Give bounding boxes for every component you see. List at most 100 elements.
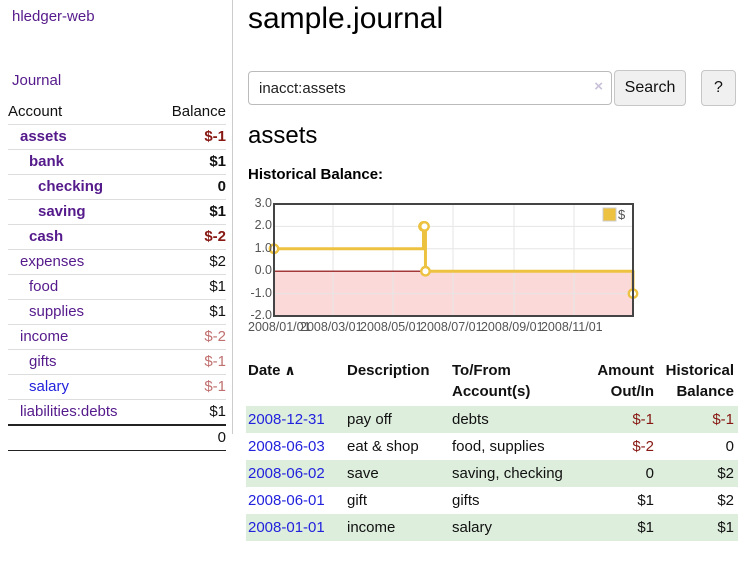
register-description-cell: gift [347, 492, 368, 509]
sidebar-account-link[interactable]: gifts [29, 353, 57, 370]
data-point-marker [420, 265, 431, 277]
main-content: sample.journal × Search ? assets Histori… [246, 0, 742, 582]
x-axis-tick-label: 2008/07/01 [420, 320, 483, 334]
sidebar-account-link[interactable]: expenses [20, 253, 85, 270]
register-description-cell: save [345, 460, 450, 487]
x-axis-tick-label: 2008/11/01 [540, 320, 603, 334]
account-balance: $1 [153, 274, 226, 300]
clear-search-icon[interactable]: × [594, 78, 603, 95]
account-column-header: Account [8, 100, 154, 125]
register-balance-cell: $-1 [658, 406, 738, 433]
register-date-link[interactable]: 2008-01-01 [248, 519, 325, 536]
x-axis-tick-label: 2008/05/01 [360, 320, 423, 334]
x-axis-tick-label: 2008/03/01 [300, 320, 363, 334]
account-balance: $-2 [153, 324, 226, 350]
search-input[interactable] [248, 71, 612, 105]
sidebar-account-link[interactable]: checking [38, 178, 104, 195]
register-accounts-cell: debts [450, 406, 578, 433]
nav-journal-link[interactable]: Journal [12, 72, 62, 89]
help-button[interactable]: ? [701, 70, 736, 106]
register-row: 2008-06-01 gift gifts $1 $2 [246, 487, 738, 514]
sidebar-account-link[interactable]: saving [38, 203, 86, 220]
search-button[interactable]: Search [614, 70, 686, 106]
register-balance-cell: $1 [658, 514, 738, 541]
account-balance: $-1 [153, 124, 226, 150]
y-axis-tick-label: 3.0 [254, 196, 272, 210]
account-row: income $-2 [8, 324, 226, 350]
register-accounts-cell: salary [450, 514, 578, 541]
register-row: 2008-06-03 eat & shop food, supplies $-2 0 [246, 433, 738, 460]
y-axis-tick-label: 1.0 [254, 240, 272, 255]
sidebar-account-link[interactable]: supplies [29, 303, 85, 320]
register-date-cell: 2008-06-03 [246, 433, 345, 460]
sidebar-account-link[interactable]: income [20, 328, 69, 345]
account-balance: $1 [153, 399, 226, 426]
account-row: assets $-1 [8, 124, 226, 150]
register-column-header[interactable]: Date ∧ [248, 362, 296, 379]
register-date-cell: 2008-06-02 [246, 460, 345, 487]
account-row: cash $-2 [8, 224, 226, 250]
account-balance: $1 [153, 299, 226, 325]
account-row: saving $1 [8, 199, 226, 225]
accounts-total-row: 0 [8, 424, 226, 451]
brand-link[interactable]: hledger-web [12, 8, 95, 25]
sidebar: hledger-web Journal Account Balance asse… [0, 0, 233, 451]
sidebar-account-link[interactable]: bank [29, 153, 65, 170]
y-axis-tick-label: -1.0 [250, 285, 272, 300]
account-balance: $-2 [153, 224, 226, 250]
legend-label: $ [618, 207, 626, 222]
accounts-table-header: Account Balance [8, 100, 226, 125]
register-column-header: Historical Balance [665, 362, 734, 400]
sidebar-account-link[interactable]: food [29, 278, 59, 295]
register-date-cell: 2008-01-01 [246, 514, 345, 541]
register-amount-cell: $-2 [632, 438, 654, 455]
register-amount-cell: $-1 [578, 406, 658, 433]
register-date-cell: 2008-06-01 [246, 487, 345, 514]
account-balance: $-1 [153, 374, 226, 400]
balance-chart[interactable]: $3.0 2.0 1.0 0.0 -1.0 -2.0 2008/01/01 2008/03/0… [248, 196, 728, 342]
register-row: 2008-06-02 save saving, checking 0 $2 [246, 460, 738, 487]
x-axis-tick-label: 2008/09/01 [480, 320, 544, 334]
register-balance-cell: 0 [725, 438, 734, 455]
sidebar-account-link[interactable]: cash [29, 228, 64, 245]
sidebar-account-link[interactable]: assets [20, 128, 67, 145]
register-column-header: Description [347, 362, 430, 379]
register-row: 2008-12-31 pay off debts $-1 $-1 [246, 406, 738, 433]
balance-chart-svg: $ [268, 203, 639, 317]
sidebar-account-link[interactable]: salary [29, 378, 70, 395]
account-balance: $2 [153, 249, 226, 275]
register-date-link[interactable]: 2008-06-01 [248, 492, 325, 509]
legend-swatch [602, 207, 617, 222]
account-row: checking 0 [8, 174, 226, 200]
register-description-cell: pay off [345, 406, 450, 433]
register-balance-cell: $2 [658, 460, 738, 487]
account-heading: assets [248, 122, 318, 149]
register-table: Date ∧ Description To/From Account(s) Amoun… [246, 358, 738, 541]
sort-ascending-icon: ∧ [280, 362, 296, 378]
register-header-row: Date ∧ Description To/From Account(s) Amoun… [246, 358, 738, 406]
account-balance: $-1 [153, 349, 226, 375]
balance-column-header: Balance [153, 100, 226, 125]
account-balance: $1 [153, 149, 226, 175]
sidebar-account-link[interactable]: liabilities:debts [20, 403, 118, 420]
register-accounts-cell: gifts [452, 492, 480, 509]
register-column-header: To/From Account(s) [452, 362, 531, 400]
register-date-link[interactable]: 2008-06-02 [248, 465, 325, 482]
account-row: gifts $-1 [8, 349, 226, 375]
register-balance-cell: $2 [717, 492, 734, 509]
register-date-link[interactable]: 2008-12-31 [248, 411, 325, 428]
search-bar: × Search ? [248, 70, 742, 106]
register-amount-cell: $1 [637, 492, 654, 509]
chart-title: Historical Balance: [248, 166, 384, 183]
register-accounts-cell: saving, checking [450, 460, 578, 487]
y-axis-tick-label: -2.0 [250, 308, 272, 322]
page-title: sample.journal [248, 2, 444, 35]
account-row: bank $1 [8, 149, 226, 175]
account-row: expenses $2 [8, 249, 226, 275]
y-axis-tick-label: 2.0 [254, 218, 272, 233]
register-accounts-cell: food, supplies [452, 438, 545, 455]
plot-border [273, 203, 634, 317]
register-date-link[interactable]: 2008-06-03 [248, 438, 325, 455]
x-axis-tick-label: 2008/01/01 [248, 320, 311, 334]
accounts-total-value: 0 [153, 424, 226, 451]
